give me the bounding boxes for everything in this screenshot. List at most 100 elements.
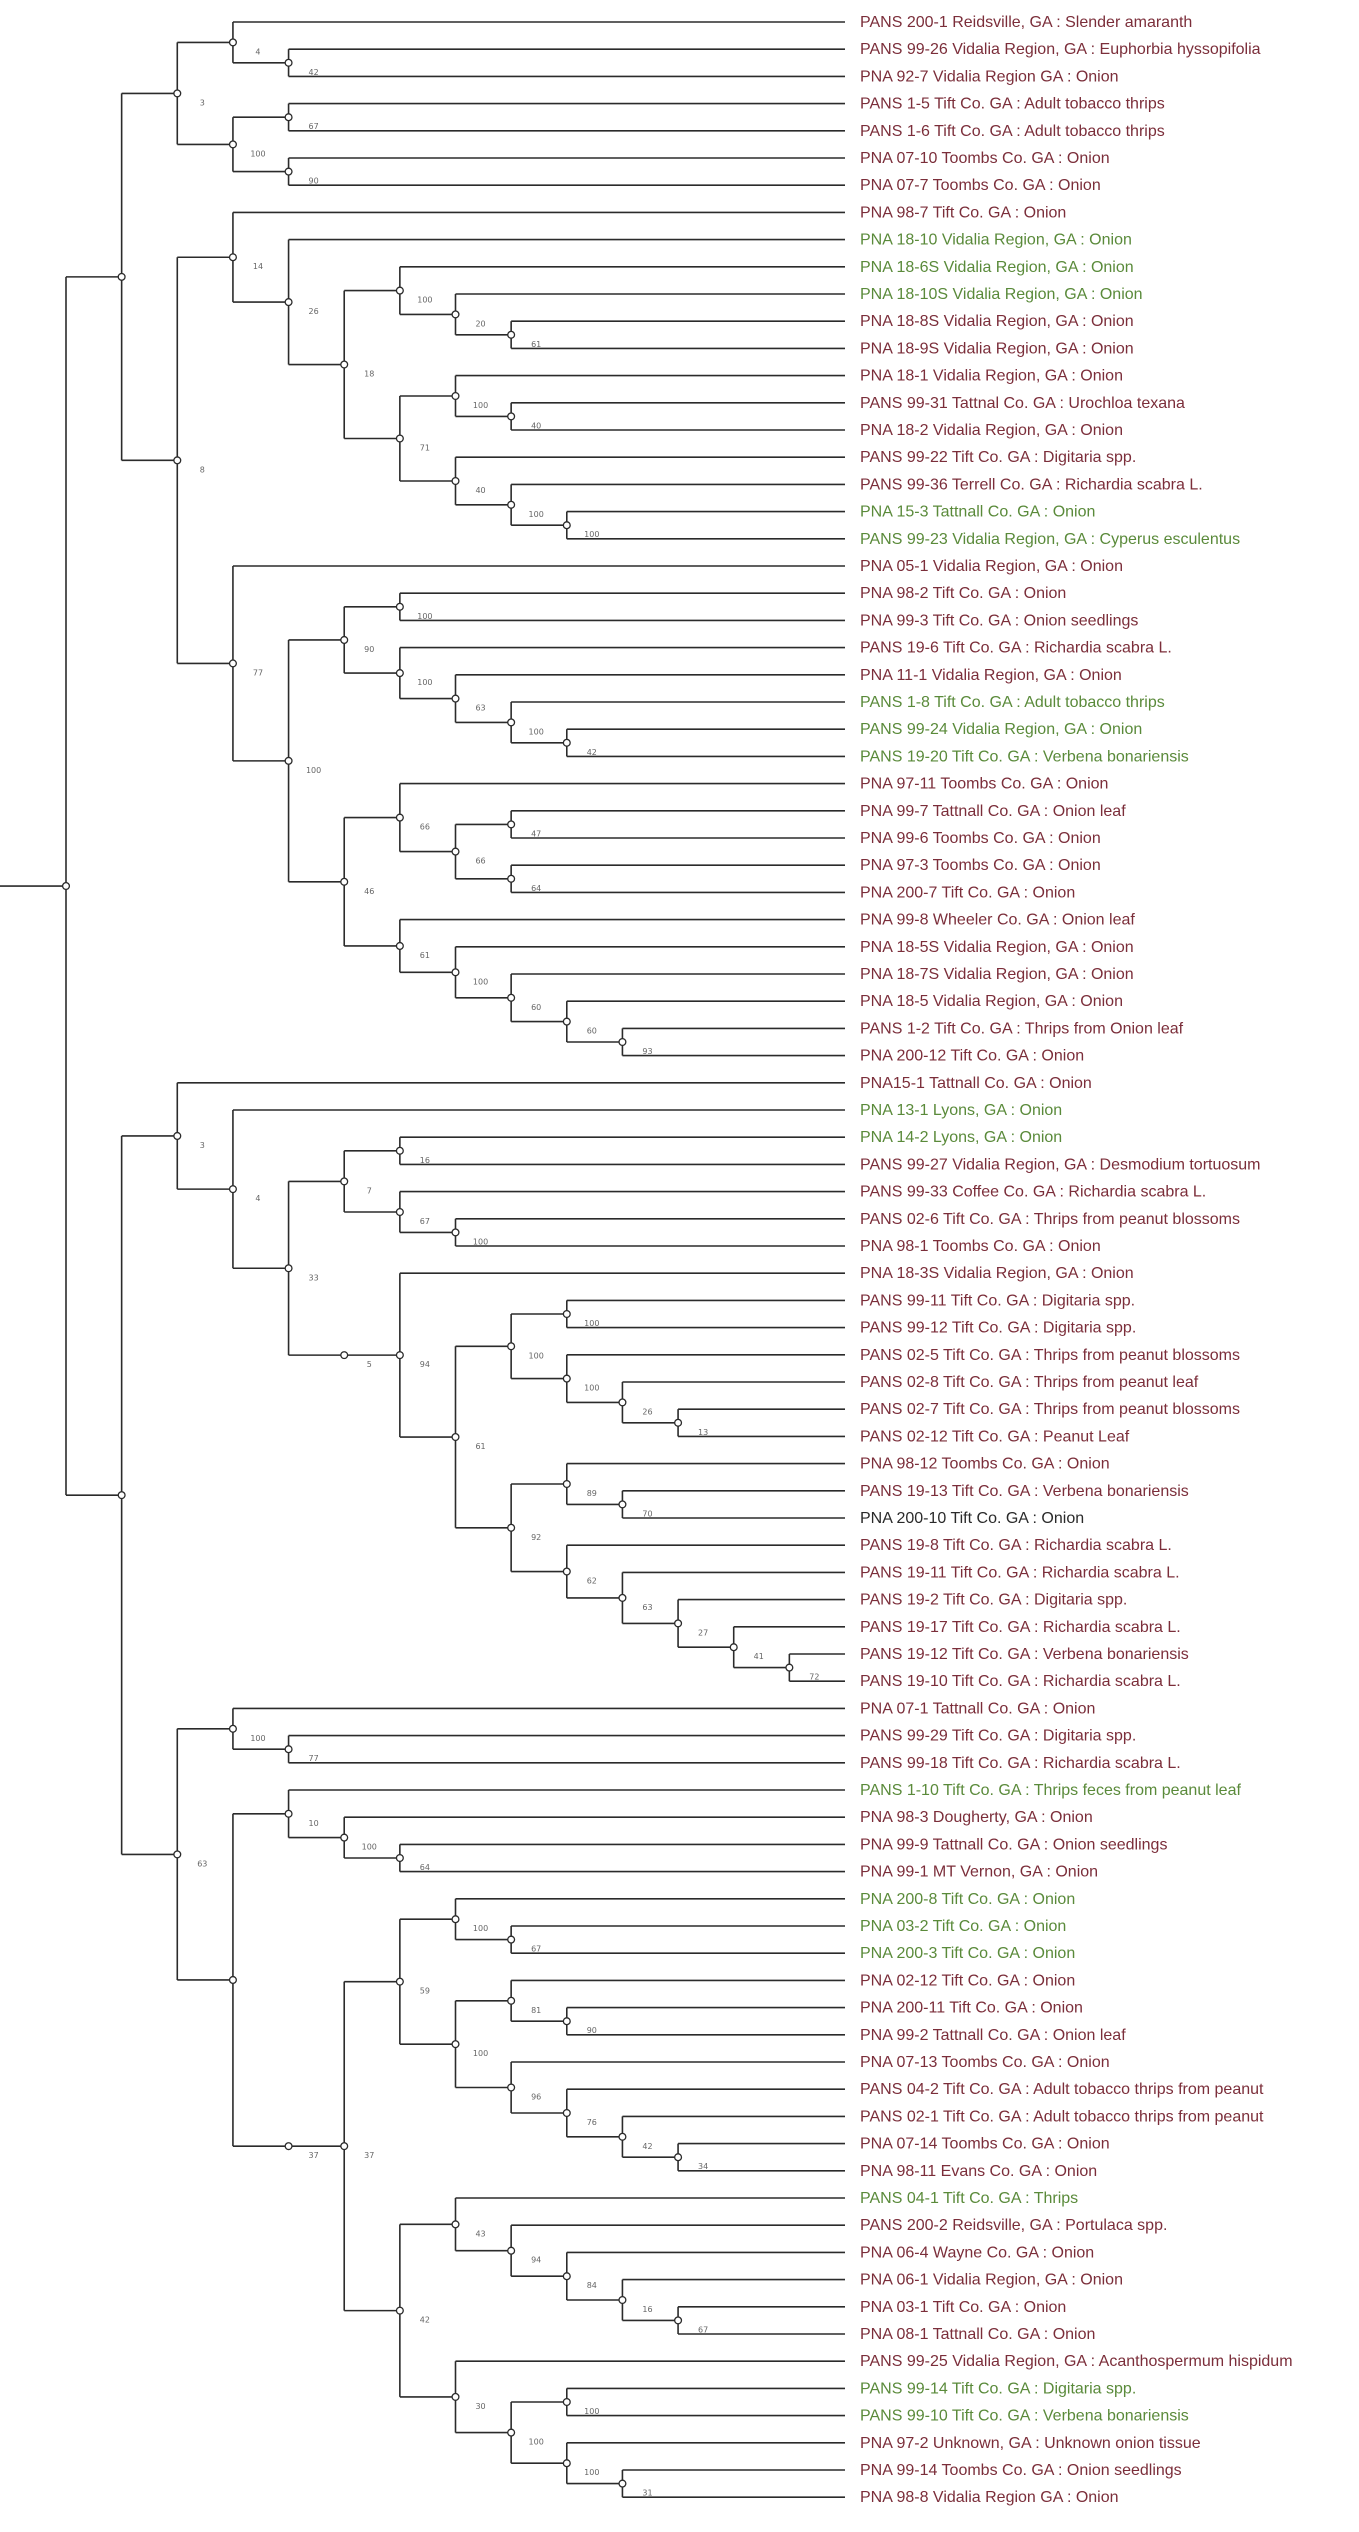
bootstrap-value: 62 bbox=[587, 1577, 597, 1586]
leaf-label: PNA 98-1 Toombs Co. GA : Onion bbox=[860, 1238, 1101, 1255]
leaf-label: PNA 06-1 Vidalia Region, GA : Onion bbox=[860, 2272, 1123, 2289]
tree-node bbox=[451, 1915, 460, 1924]
leaf-label: PNA 200-3 Tift Co. GA : Onion bbox=[860, 1945, 1075, 1962]
leaf-label: PNA 98-7 Tift Co. GA : Onion bbox=[860, 204, 1066, 221]
tree-node bbox=[674, 1418, 683, 1427]
tree-node bbox=[674, 1619, 683, 1628]
tree-node bbox=[507, 874, 516, 883]
branches bbox=[0, 21, 845, 2498]
leaf-label: PNA 99-14 Toombs Co. GA : Onion seedling… bbox=[860, 2462, 1182, 2479]
leaf-label: PANS 99-18 Tift Co. GA : Richardia scabr… bbox=[860, 1755, 1181, 1772]
bootstrap-value: 100 bbox=[584, 2407, 599, 2416]
tree-node bbox=[451, 2040, 460, 2049]
bootstrap-value: 18 bbox=[364, 370, 374, 379]
tree-node bbox=[395, 2306, 404, 2315]
tree-node bbox=[395, 1146, 404, 1155]
tree-node bbox=[395, 669, 404, 678]
bootstrap-value: 94 bbox=[531, 2256, 541, 2265]
bootstrap-value: 100 bbox=[417, 678, 432, 687]
leaf-label: PANS 19-20 Tift Co. GA : Verbena bonarie… bbox=[860, 748, 1189, 765]
leaf-label: PANS 1-10 Tift Co. GA : Thrips feces fro… bbox=[860, 1782, 1241, 1799]
tree-node bbox=[562, 1567, 571, 1576]
tree-node bbox=[451, 1228, 460, 1237]
tree-node bbox=[173, 89, 182, 98]
bootstrap-value: 100 bbox=[584, 1384, 599, 1393]
leaf-label: PNA 03-1 Tift Co. GA : Onion bbox=[860, 2299, 1066, 2316]
leaf-label: PANS 19-6 Tift Co. GA : Richardia scabra… bbox=[860, 640, 1172, 657]
bootstrap-value: 94 bbox=[420, 1360, 430, 1369]
leaf-label: PANS 99-27 Vidalia Region, GA : Desmodiu… bbox=[860, 1156, 1261, 1173]
bootstrap-value: 42 bbox=[587, 748, 597, 757]
leaf-label: PNA 07-13 Toombs Co. GA : Onion bbox=[860, 2054, 1110, 2071]
tree-node bbox=[228, 140, 237, 149]
leaf-label: PANS 99-10 Tift Co. GA : Verbena bonarie… bbox=[860, 2408, 1189, 2425]
bootstrap-value: 81 bbox=[531, 2006, 541, 2015]
bootstrap-value: 71 bbox=[420, 444, 430, 453]
tree-node bbox=[173, 1131, 182, 1141]
tree-node bbox=[228, 38, 237, 47]
bootstrap-value: 77 bbox=[309, 1754, 319, 1763]
tree-node bbox=[395, 1351, 404, 1360]
leaf-label: PNA 07-10 Toombs Co. GA : Onion bbox=[860, 150, 1110, 167]
bootstrap-value: 90 bbox=[364, 645, 374, 654]
leaf-label: PNA 98-3 Dougherty, GA : Onion bbox=[860, 1809, 1093, 1826]
tree-node bbox=[61, 881, 71, 891]
tree-node bbox=[507, 1342, 516, 1351]
bootstrap-value: 100 bbox=[529, 727, 544, 736]
leaf-label: PNA 18-8S Vidalia Region, GA : Onion bbox=[860, 313, 1134, 330]
bootstrap-value: 30 bbox=[475, 2402, 485, 2411]
leaf-label: PNA 13-1 Lyons, GA : Onion bbox=[860, 1102, 1062, 1119]
leaf-label: PANS 99-31 Tattnal Co. GA : Urochloa tex… bbox=[860, 395, 1185, 412]
leaf-label: PANS 99-26 Vidalia Region, GA : Euphorbi… bbox=[860, 41, 1261, 58]
tree-node bbox=[340, 360, 349, 369]
tree-node bbox=[284, 167, 293, 176]
tree-node bbox=[228, 1185, 237, 1194]
tree-node bbox=[618, 2132, 627, 2141]
leaf-label: PNA15-1 Tattnall Co. GA : Onion bbox=[860, 1075, 1092, 1092]
leaf-label: PANS 1-6 Tift Co. GA : Adult tobacco thr… bbox=[860, 123, 1165, 140]
tree-node bbox=[507, 718, 516, 727]
tree-node bbox=[562, 2397, 571, 2407]
tree-node bbox=[507, 412, 516, 421]
bootstrap-value: 40 bbox=[475, 486, 485, 495]
bootstrap-value: 41 bbox=[754, 1652, 764, 1661]
bootstrap-value: 67 bbox=[420, 1217, 430, 1226]
bootstrap-value: 47 bbox=[531, 829, 541, 838]
leaf-label: PNA 99-2 Tattnall Co. GA : Onion leaf bbox=[860, 2027, 1126, 2044]
tree-node bbox=[729, 1643, 738, 1652]
bootstrap-value: 100 bbox=[584, 1319, 599, 1328]
tree-node bbox=[340, 1351, 349, 1360]
bootstrap-value: 20 bbox=[475, 319, 485, 328]
bootstrap-value: 27 bbox=[698, 1628, 708, 1637]
bootstrap-value: 100 bbox=[473, 2049, 488, 2058]
tree-node bbox=[507, 2246, 516, 2255]
leaf-label: PNA 98-11 Evans Co. GA : Onion bbox=[860, 2163, 1097, 2180]
tree-node bbox=[340, 1177, 349, 1186]
tree-node bbox=[284, 756, 293, 765]
tree-node bbox=[395, 813, 404, 822]
tree-node bbox=[228, 1975, 237, 1985]
tree-node bbox=[395, 286, 404, 295]
bootstrap-value: 66 bbox=[420, 823, 430, 832]
leaf-label: PNA 18-6S Vidalia Region, GA : Onion bbox=[860, 259, 1134, 276]
leaf-label: PNA 97-11 Toombs Co. GA : Onion bbox=[860, 776, 1108, 793]
bootstrap-value: 46 bbox=[364, 887, 374, 896]
bootstrap-value: 37 bbox=[364, 2151, 374, 2160]
leaf-label: PNA 99-9 Tattnall Co. GA : Onion seedlin… bbox=[860, 1836, 1167, 1853]
tree-node bbox=[395, 434, 404, 443]
leaf-label: PANS 02-1 Tift Co. GA : Adult tobacco th… bbox=[860, 2108, 1264, 2125]
tree-node bbox=[451, 2392, 460, 2401]
tree-node bbox=[451, 968, 460, 977]
leaf-label: PANS 02-8 Tift Co. GA : Thrips from pean… bbox=[860, 1374, 1199, 1391]
tree-node bbox=[507, 330, 516, 339]
bootstrap-value: 64 bbox=[531, 884, 541, 893]
tree-node bbox=[618, 2479, 627, 2488]
leaf-label: PANS 99-12 Tift Co. GA : Digitaria spp. bbox=[860, 1320, 1136, 1337]
tree-node bbox=[507, 2428, 516, 2437]
leaf-label: PNA 08-1 Tattnall Co. GA : Onion bbox=[860, 2326, 1095, 2343]
bootstrap-value: 60 bbox=[531, 1003, 541, 1012]
tree-node bbox=[284, 1745, 293, 1754]
leaf-label: PNA 02-12 Tift Co. GA : Onion bbox=[860, 1972, 1075, 1989]
leaf-label: PNA 05-1 Vidalia Region, GA : Onion bbox=[860, 558, 1123, 575]
